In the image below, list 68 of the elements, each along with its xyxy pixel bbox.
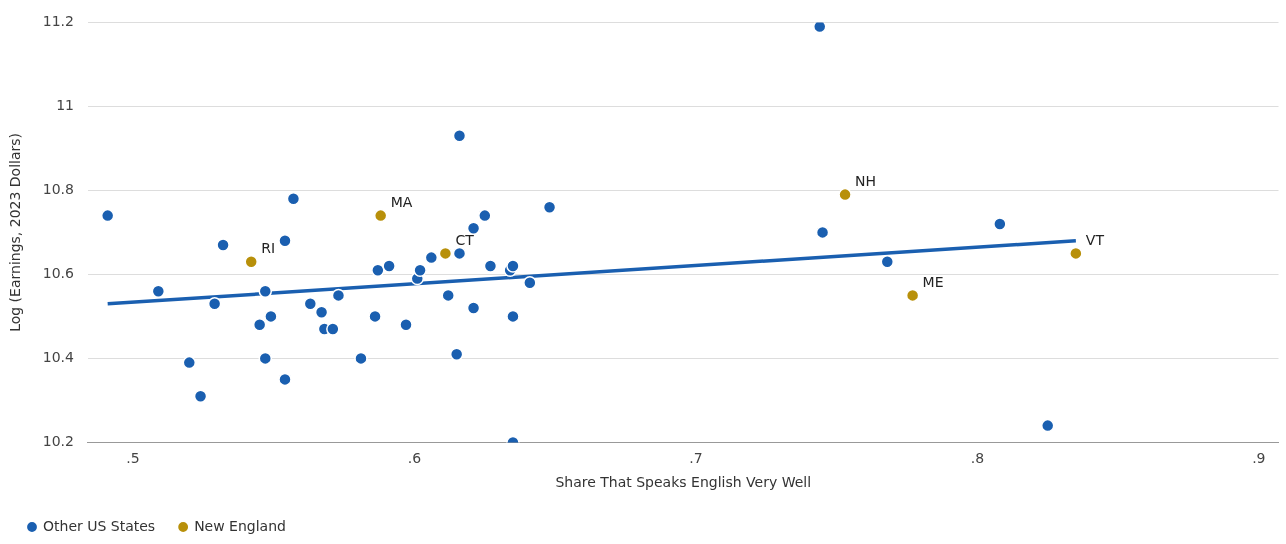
point	[1069, 246, 1083, 261]
y-tick-label: 10.6	[42, 265, 75, 282]
annotation: VT	[1085, 232, 1105, 249]
point	[506, 259, 520, 273]
point	[905, 288, 920, 303]
y-tick-label: 10.8	[42, 181, 74, 198]
point	[286, 192, 301, 206]
point	[441, 288, 455, 303]
point	[1040, 418, 1055, 433]
point	[264, 309, 278, 324]
point	[354, 351, 368, 366]
x-tick-label: .5	[126, 450, 140, 467]
y-tick-label: 11.2	[42, 13, 74, 30]
point	[331, 288, 346, 303]
legend-label: Other US States	[43, 517, 156, 534]
point	[252, 318, 267, 332]
y-axis-title: Log (Earnings, 2023 Dollars)	[7, 132, 24, 332]
point	[303, 297, 318, 311]
point	[244, 255, 258, 269]
point	[523, 276, 537, 290]
x-tick-label: .7	[689, 450, 703, 467]
point	[438, 246, 453, 261]
point	[478, 208, 492, 223]
point	[483, 259, 498, 273]
point	[207, 297, 222, 311]
annotation: NH	[855, 173, 877, 190]
y-tick-label: 10.2	[42, 433, 74, 450]
point	[193, 389, 208, 403]
point	[880, 255, 895, 269]
point	[815, 225, 830, 240]
point	[452, 246, 467, 261]
point	[399, 318, 413, 332]
point	[452, 129, 467, 143]
point	[382, 259, 396, 273]
point	[466, 301, 481, 315]
legend-label: New England	[194, 517, 286, 534]
point	[373, 208, 388, 223]
point	[542, 200, 557, 214]
point	[413, 263, 427, 277]
x-tick-label: .8	[970, 450, 985, 467]
point	[182, 355, 197, 370]
point	[506, 309, 520, 324]
annotation: CT	[455, 232, 475, 249]
x-axis-title: Share That Speaks English Very Well	[555, 474, 812, 491]
point	[993, 217, 1007, 231]
point	[424, 250, 439, 265]
point	[838, 187, 852, 202]
y-tick-label: 10.4	[42, 349, 75, 366]
point	[216, 238, 230, 252]
point	[449, 347, 464, 361]
point	[278, 372, 292, 387]
point	[371, 263, 385, 277]
x-tick-label: .9	[1252, 450, 1266, 467]
point	[278, 234, 292, 248]
annotation: RI	[261, 240, 276, 257]
point	[314, 305, 329, 319]
point	[258, 284, 273, 298]
point	[812, 22, 827, 34]
x-tick-label: .6	[407, 450, 422, 467]
annotation: ME	[922, 274, 944, 291]
point	[466, 221, 481, 235]
point	[100, 208, 115, 223]
point	[258, 351, 273, 366]
point	[326, 322, 340, 336]
annotation: MA	[390, 194, 413, 211]
point	[368, 309, 382, 324]
point	[151, 284, 166, 298]
y-tick-label: 11	[56, 97, 74, 114]
